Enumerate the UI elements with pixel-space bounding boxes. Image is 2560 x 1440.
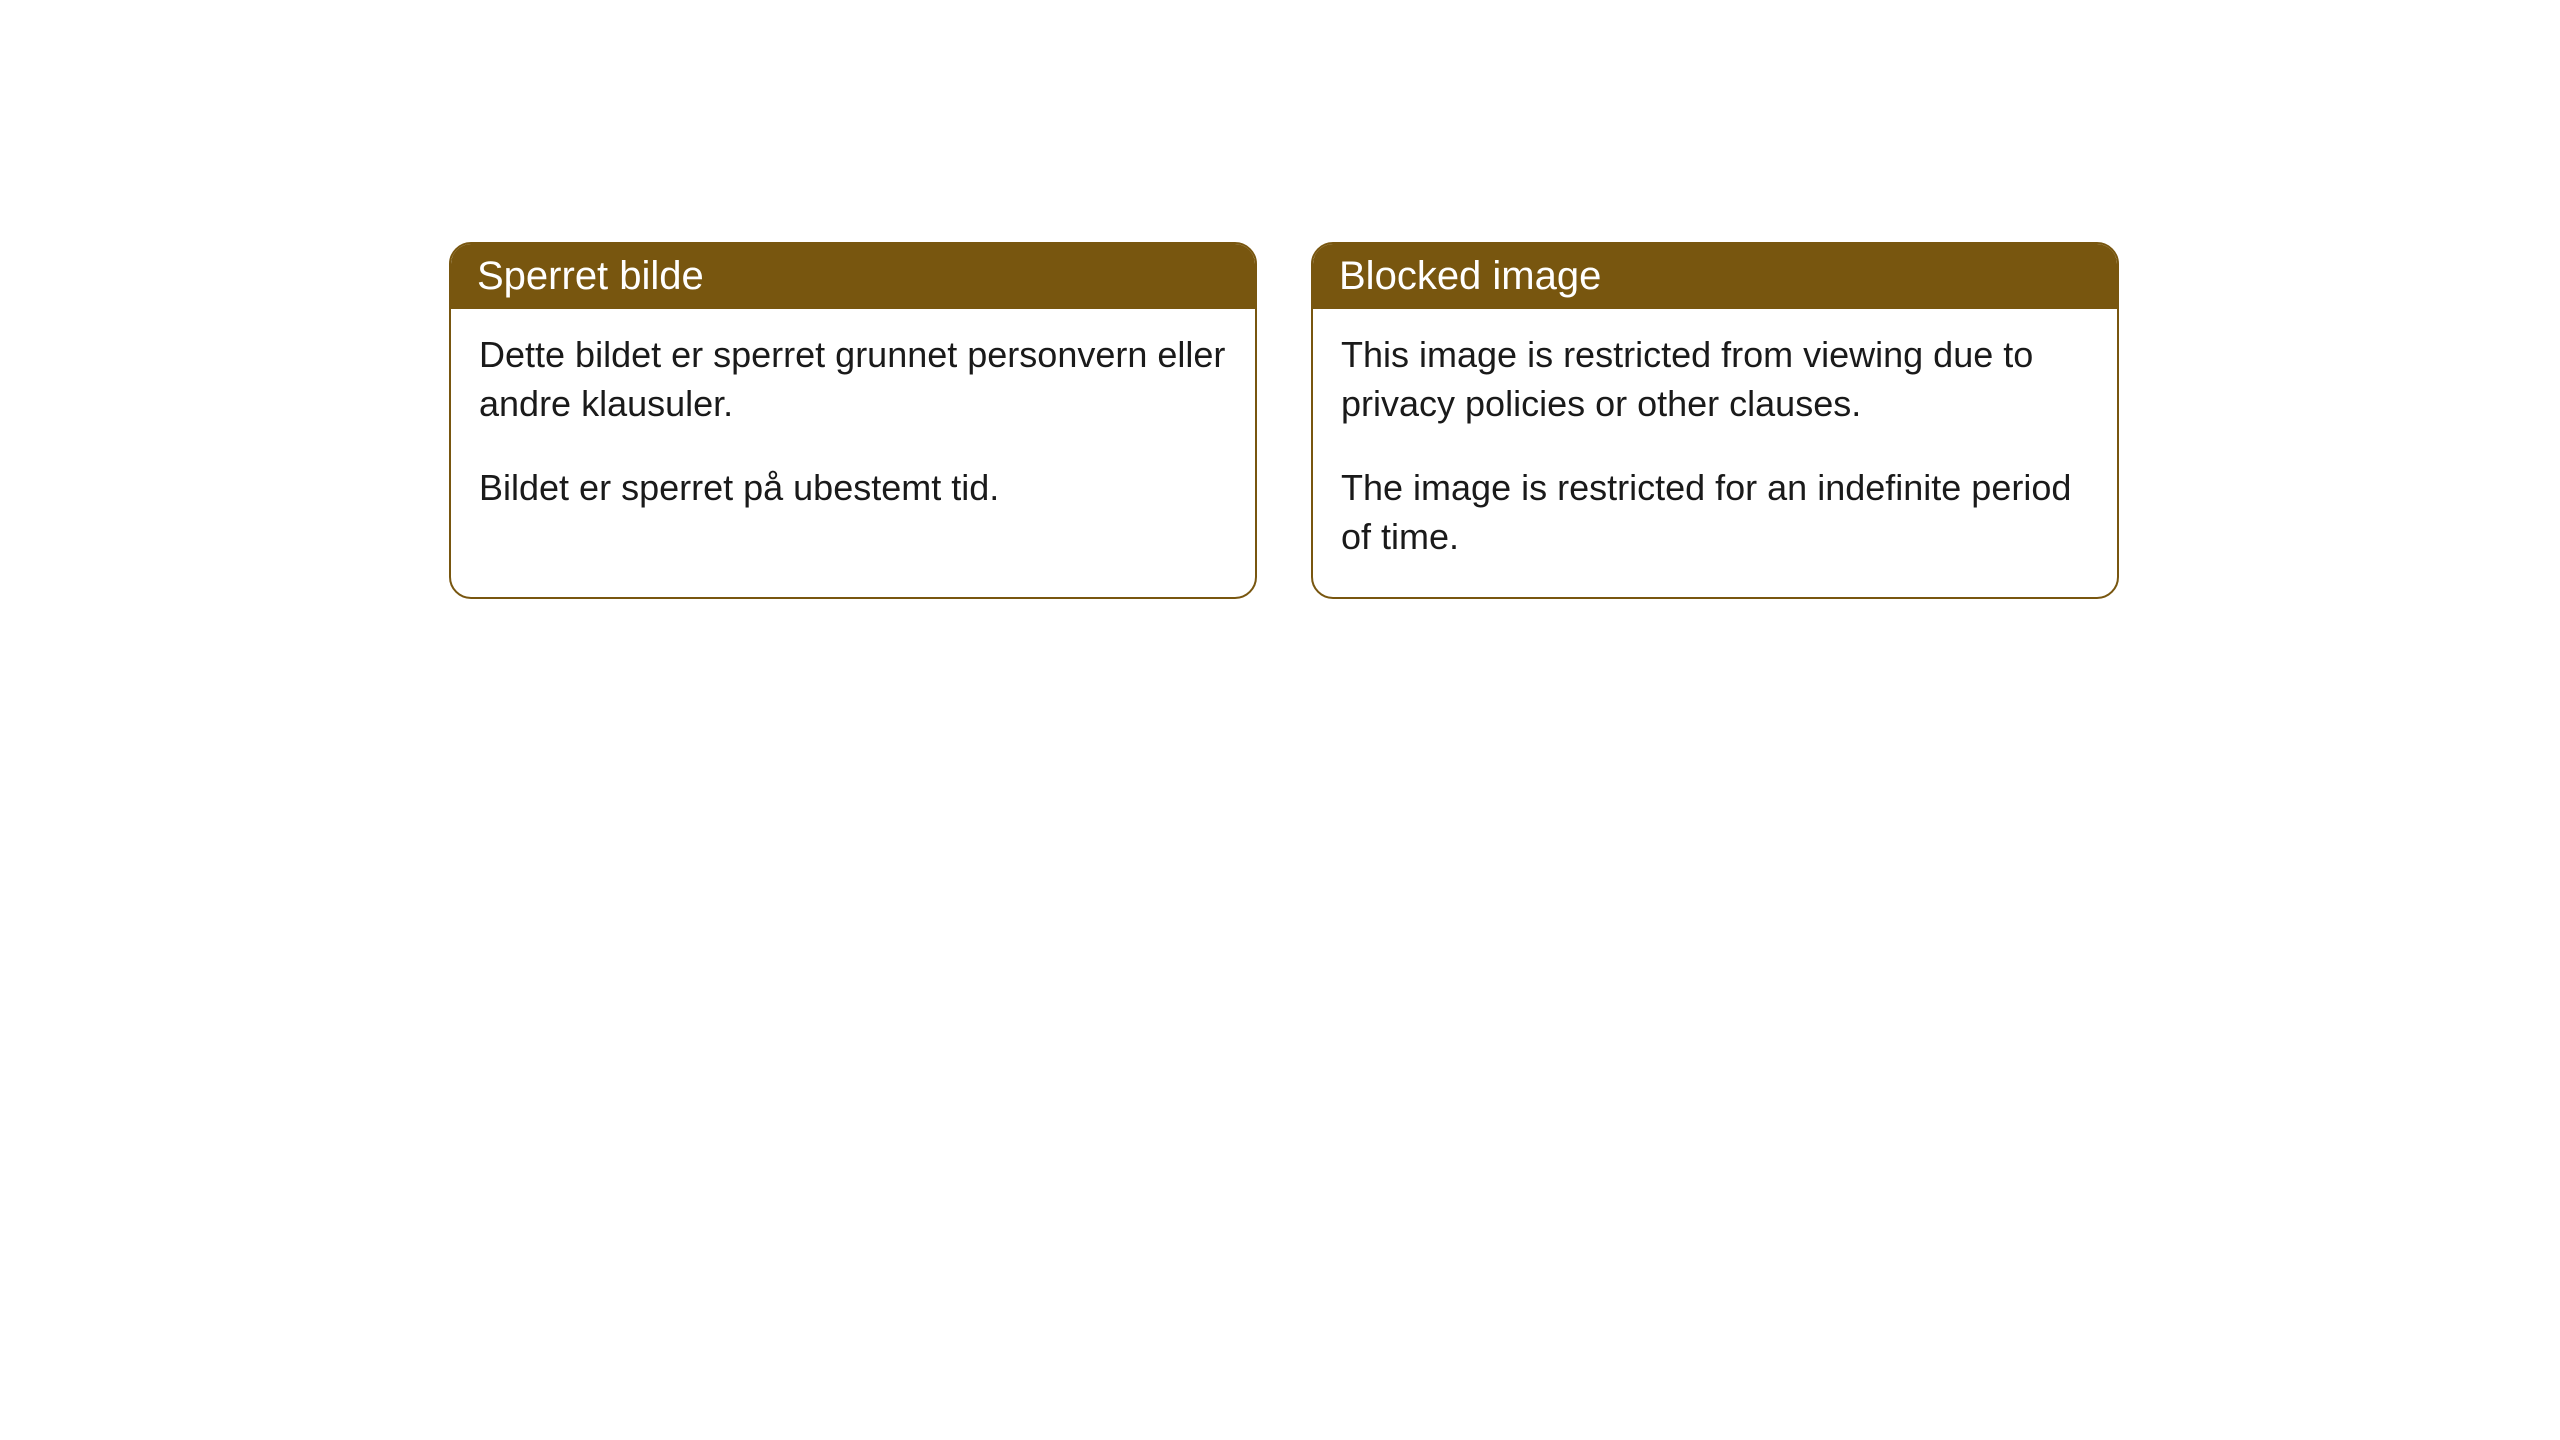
card-paragraph: Dette bildet er sperret grunnet personve… xyxy=(479,331,1227,428)
card-header-english: Blocked image xyxy=(1313,244,2117,309)
card-paragraph: Bildet er sperret på ubestemt tid. xyxy=(479,464,1227,513)
cards-container: Sperret bilde Dette bildet er sperret gr… xyxy=(449,242,2560,599)
card-paragraph: This image is restricted from viewing du… xyxy=(1341,331,2089,428)
card-body-english: This image is restricted from viewing du… xyxy=(1313,309,2117,597)
card-body-norwegian: Dette bildet er sperret grunnet personve… xyxy=(451,309,1255,549)
card-paragraph: The image is restricted for an indefinit… xyxy=(1341,464,2089,561)
blocked-image-card-norwegian: Sperret bilde Dette bildet er sperret gr… xyxy=(449,242,1257,599)
blocked-image-card-english: Blocked image This image is restricted f… xyxy=(1311,242,2119,599)
card-header-norwegian: Sperret bilde xyxy=(451,244,1255,309)
